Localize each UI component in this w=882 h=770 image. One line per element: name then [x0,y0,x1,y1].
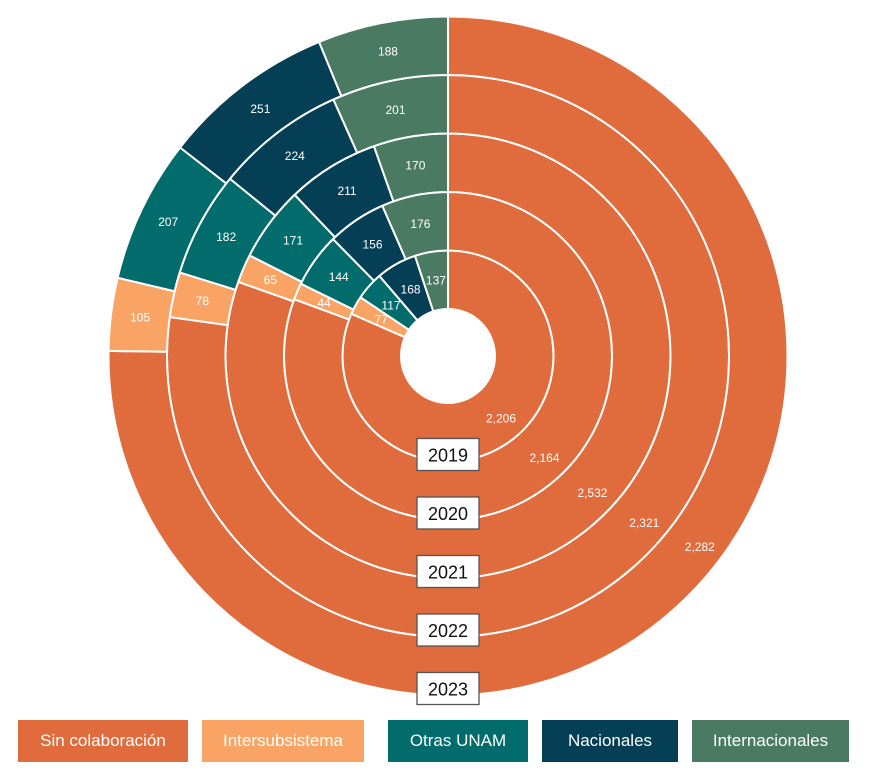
value-label-2020-sin-colaboracion: 2,164 [529,451,559,465]
value-label-2023-sin-colaboracion: 2,282 [685,540,715,554]
value-label-2022-nacionales: 224 [285,149,305,163]
svg-text:2023: 2023 [428,680,468,700]
value-label-2022-intersubsistema: 78 [196,294,210,308]
value-label-2023-otras-unam: 207 [158,215,178,229]
value-label-2021-sin-colaboracion: 2,532 [577,486,607,500]
value-label-2021-otras-unam: 171 [283,234,303,248]
value-label-2020-intersubsistema: 44 [317,296,331,310]
value-label-2022-otras-unam: 182 [216,230,236,244]
value-label-2019-otras-unam: 117 [381,298,400,312]
legend-item-otras-unam: Otras UNAM [388,720,528,762]
value-label-2021-internacionales: 170 [405,159,425,173]
year-label-2023: 2023 [416,671,480,706]
value-label-2020-internacionales: 176 [410,217,430,231]
legend: Sin colaboración Intersubsistema Otras UNA… [18,720,868,762]
center-hole [401,309,495,403]
legend-item-nacionales: Nacionales [542,720,678,762]
value-label-2020-otras-unam: 144 [329,270,349,284]
year-label-2022: 2022 [416,613,480,647]
value-label-2022-internacionales: 201 [385,103,405,117]
svg-text:2021: 2021 [428,563,468,583]
legend-item-intersubsistema: Intersubsistema [202,720,364,762]
value-label-2023-nacionales: 251 [250,102,270,116]
segment-2023-sin-colaboracion [107,15,789,697]
legend-item-internacionales: Internacionales [692,720,849,762]
year-label-2020: 2020 [416,496,480,530]
value-label-2019-intersubsistema: 77 [374,312,388,326]
value-label-2019-nacionales: 168 [401,283,421,297]
value-label-2023-intersubsistema: 105 [130,311,150,325]
value-label-2022-sin-colaboracion: 2,321 [629,516,659,530]
value-label-2019-internacionales: 137 [426,274,446,288]
svg-text:2022: 2022 [428,621,468,641]
year-label-2019: 2019 [416,437,480,472]
value-label-2021-intersubsistema: 65 [264,273,278,287]
segment-2023-internacionales [317,15,449,98]
year-label-2021: 2021 [416,554,480,589]
value-label-2020-nacionales: 156 [362,237,382,251]
legend-item-sin-colaboracion: Sin colaboración [18,720,188,762]
value-label-2021-nacionales: 211 [337,184,356,198]
svg-text:2019: 2019 [428,446,468,466]
value-label-2023-internacionales: 188 [378,45,398,59]
value-label-2019-sin-colaboracion: 2,206 [486,412,516,426]
svg-text:2020: 2020 [428,504,468,524]
